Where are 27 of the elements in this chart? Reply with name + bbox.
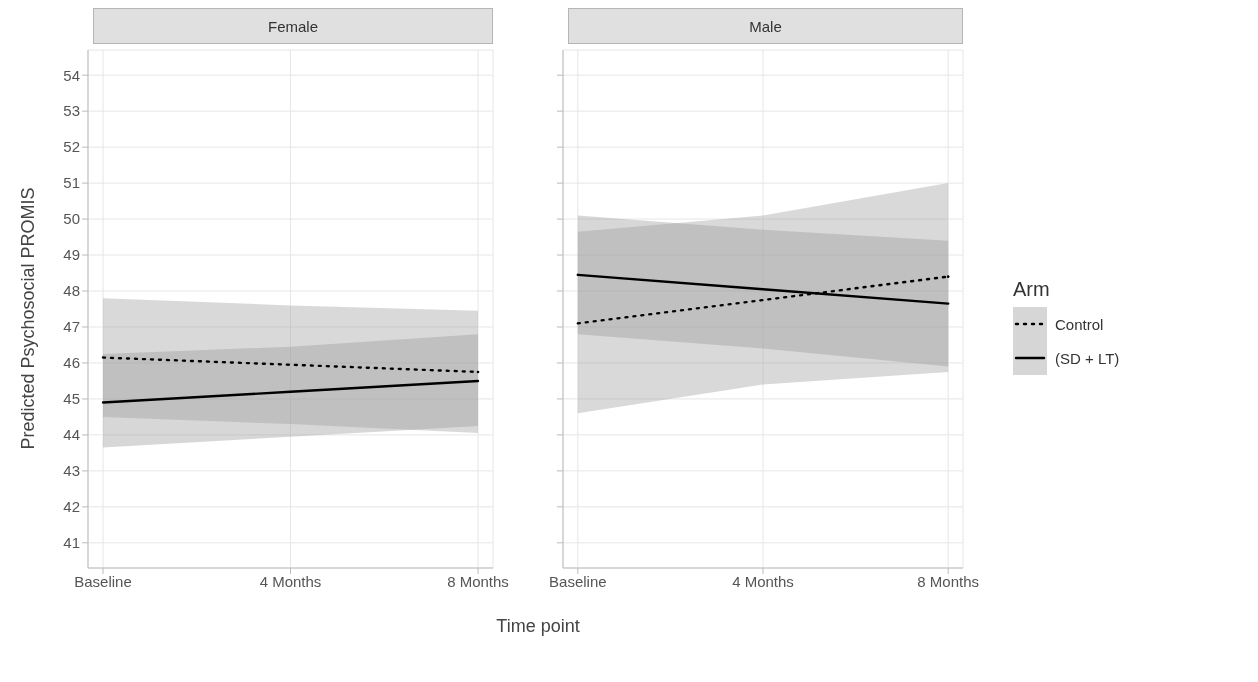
x-tick-label: Baseline (74, 572, 132, 590)
y-tick-label: 44 (63, 426, 80, 444)
y-tick-label: 54 (63, 66, 80, 84)
y-tick-label: 51 (63, 174, 80, 192)
x-tick-label: 8 Months (917, 572, 980, 590)
x-tick-label: 8 Months (447, 572, 509, 590)
y-tick-label: 50 (63, 210, 80, 228)
legend-title: Arm (1013, 278, 1051, 301)
x-axis-title: Time point (495, 616, 581, 637)
y-tick-label: 41 (63, 534, 80, 552)
y-tick-label: 43 (63, 462, 80, 480)
legend-label: (SD + LT) (1055, 349, 1120, 367)
y-tick-label: 52 (63, 138, 80, 156)
chart-title: Male (568, 8, 963, 44)
x-tick-label: 4 Months (732, 572, 794, 590)
y-tick-label: 48 (63, 282, 80, 300)
chart-title: Female (93, 8, 493, 44)
y-tick-label: 53 (63, 102, 80, 120)
y-axis-title: Predicted Psychosocial PROMIS (17, 186, 39, 452)
y-tick-label: 45 (63, 390, 80, 408)
x-tick-label: 4 Months (259, 572, 322, 590)
y-tick-label: 47 (63, 318, 80, 336)
y-tick-label: 49 (63, 246, 80, 264)
y-tick-label: 46 (63, 354, 80, 372)
x-tick-label: Baseline (549, 572, 607, 590)
legend-label: Control (1055, 315, 1104, 333)
y-tick-label: 42 (63, 498, 80, 516)
